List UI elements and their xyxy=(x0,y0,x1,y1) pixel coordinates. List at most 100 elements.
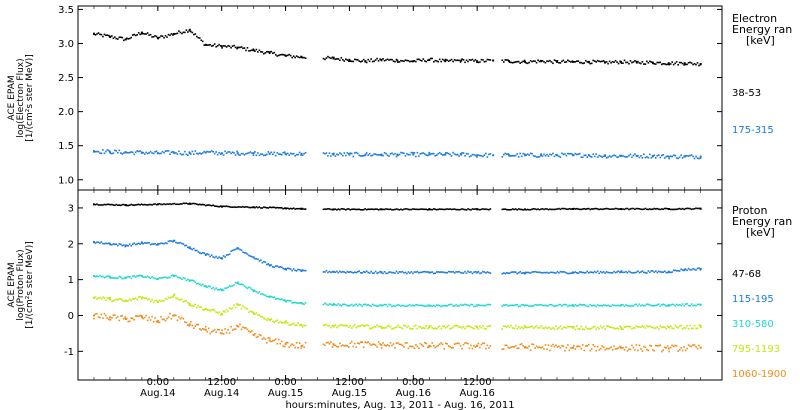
scatter-dot xyxy=(397,61,399,63)
scatter-dot xyxy=(294,208,296,210)
scatter-dot xyxy=(297,302,299,304)
scatter-dot xyxy=(289,268,292,270)
scatter-dot xyxy=(143,153,146,155)
scatter-dot xyxy=(178,203,180,206)
scatter-dot xyxy=(233,206,235,208)
scatter-dot xyxy=(540,153,542,155)
scatter-dot xyxy=(295,302,298,304)
scatter-dot xyxy=(383,59,386,62)
scatter-dot xyxy=(345,324,347,327)
scatter-dot xyxy=(339,59,341,62)
scatter-dot xyxy=(516,209,518,211)
scatter-dot xyxy=(656,61,659,64)
scatter-dot xyxy=(465,342,468,344)
scatter-dot xyxy=(130,203,133,206)
scatter-dot xyxy=(538,326,541,329)
scatter-dot xyxy=(434,59,437,62)
scatter-dot xyxy=(397,208,399,211)
data-point xyxy=(619,326,622,329)
scatter-dot xyxy=(282,53,285,56)
scatter-dot xyxy=(295,55,298,57)
scatter-dot xyxy=(511,271,514,273)
scatter-dot xyxy=(158,152,161,155)
scatter-dot xyxy=(525,326,527,328)
scatter-dot xyxy=(94,34,97,36)
scatter-dot xyxy=(225,332,228,334)
scatter-dot xyxy=(209,204,212,207)
data-point xyxy=(156,319,159,322)
scatter-dot xyxy=(437,326,440,328)
scatter-dot xyxy=(649,344,651,347)
data-point xyxy=(332,153,335,156)
scatter-dot xyxy=(185,321,188,324)
scatter-dot xyxy=(148,34,150,36)
scatter-dot xyxy=(102,204,104,206)
scatter-dot xyxy=(169,297,171,299)
scatter-dot xyxy=(206,44,209,46)
scatter-dot xyxy=(680,61,682,64)
scatter-dot xyxy=(161,35,164,37)
scatter-dot xyxy=(424,341,426,344)
scatter-dot xyxy=(687,155,690,157)
scatter-dot xyxy=(543,153,545,156)
scatter-dot xyxy=(203,44,206,46)
scatter-dot xyxy=(692,267,694,270)
scatter-dot xyxy=(386,325,389,327)
scatter-dot xyxy=(324,208,326,210)
scatter-dot xyxy=(324,58,326,61)
proton-legend-title: [keV] xyxy=(746,226,775,239)
scatter-dot xyxy=(677,157,679,160)
scatter-dot xyxy=(403,304,405,307)
scatter-dot xyxy=(605,157,608,159)
data-point xyxy=(348,58,351,61)
scatter-dot xyxy=(225,205,228,207)
scatter-dot xyxy=(379,343,381,345)
x-tick-time: 12:00 xyxy=(207,377,236,388)
scatter-dot xyxy=(215,205,217,208)
scatter-dot xyxy=(204,307,207,310)
scatter-dot xyxy=(440,208,442,211)
scatter-dot xyxy=(634,271,636,274)
scatter-dot xyxy=(699,346,702,349)
scatter-dot xyxy=(119,243,122,246)
scatter-dot xyxy=(105,276,107,278)
scatter-dot xyxy=(650,345,653,347)
scatter-dot xyxy=(367,208,369,211)
scatter-dot xyxy=(625,304,627,306)
scatter-dot xyxy=(410,271,413,273)
scatter-dot xyxy=(330,303,332,305)
scatter-dot xyxy=(699,208,702,210)
scatter-dot xyxy=(264,294,267,297)
scatter-dot xyxy=(231,206,234,208)
scatter-dot xyxy=(486,58,489,61)
scatter-dot xyxy=(590,62,593,65)
scatter-dot xyxy=(653,154,656,157)
scatter-dot xyxy=(674,269,676,272)
scatter-dot xyxy=(510,271,513,274)
scatter-dot xyxy=(112,243,115,245)
proton-legend-entry: 795-1193 xyxy=(732,344,780,355)
scatter-dot xyxy=(698,267,700,269)
scatter-dot xyxy=(248,311,250,314)
scatter-dot xyxy=(415,271,417,273)
scatter-dot xyxy=(596,59,599,62)
scatter-dot xyxy=(336,153,338,156)
scatter-dot xyxy=(556,154,559,157)
scatter-dot xyxy=(687,207,690,210)
scatter-dot xyxy=(349,208,352,211)
scatter-dot xyxy=(574,271,577,273)
scatter-dot xyxy=(565,327,568,329)
scatter-dot xyxy=(680,304,682,307)
scatter-dot xyxy=(574,328,577,331)
scatter-dot xyxy=(564,303,566,306)
scatter-dot xyxy=(327,55,329,58)
data-point xyxy=(284,343,287,346)
scatter-dot xyxy=(124,299,127,302)
scatter-dot xyxy=(687,344,690,346)
scatter-dot xyxy=(424,270,426,273)
scatter-dot xyxy=(570,325,572,328)
scatter-dot xyxy=(692,208,694,210)
scatter-dot xyxy=(121,277,124,280)
scatter-dot xyxy=(258,206,261,208)
scatter-dot xyxy=(601,60,603,63)
